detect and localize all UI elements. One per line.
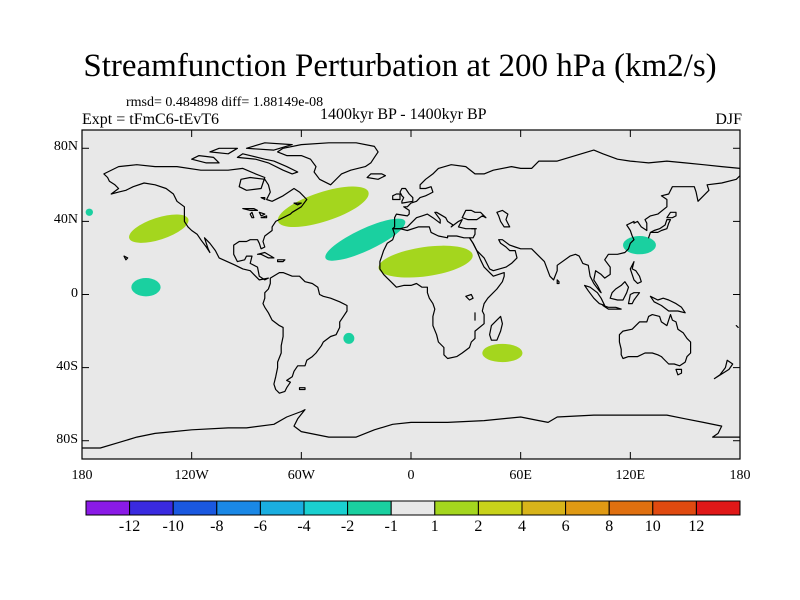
anomaly-layer: [85, 186, 656, 363]
north-america-coastline: [103, 164, 308, 281]
lon-label: 60E: [509, 468, 532, 483]
caspian-black-sea-coastline: [461, 209, 511, 228]
colorbar-label: -12: [118, 518, 141, 535]
colorbar-box: [565, 500, 610, 516]
tropical-pacific-negative-anomaly: [131, 278, 161, 297]
coastline-layer: [82, 142, 740, 449]
colorbar-label: 12: [688, 518, 705, 535]
colorbar-box: [477, 500, 523, 516]
lat-label: 80S: [56, 431, 78, 447]
colorbar-label: 10: [644, 518, 661, 535]
colorbar-label: -1: [384, 518, 398, 535]
south-america-coastline: [262, 272, 348, 394]
colorbar-label: -2: [340, 518, 355, 535]
colorbar-box: [303, 500, 349, 516]
colorbar-box: [347, 500, 392, 516]
colorbar-box: [608, 500, 654, 516]
south-pacific-negative-small-anomaly: [343, 332, 355, 344]
hudson-bay-islands: [260, 197, 302, 206]
axis-ticks: [81, 130, 741, 459]
lon-label: 0: [407, 468, 415, 483]
iceland-coastline: [366, 173, 386, 180]
lat-label: 0: [71, 285, 78, 301]
plot-title: Streamfunction Perturbation at 200 hPa (…: [83, 48, 717, 84]
colorbar-box: [85, 500, 131, 516]
great-lakes-coastline: [242, 208, 268, 219]
greenland-coastline: [277, 142, 379, 186]
period-label: 1400kyr BP - 1400kyr BP: [320, 106, 487, 123]
lat-label: 80N: [53, 139, 78, 155]
indonesia-coastline: [584, 261, 686, 314]
japan-coastline: [648, 211, 677, 239]
madagascar-coastline: [489, 315, 503, 341]
colorbar-box: [695, 500, 741, 516]
antarctica-coastline: [82, 409, 740, 449]
colorbar-label: -6: [253, 518, 268, 535]
colorbar-box: [259, 500, 305, 516]
colorbar-label: 6: [561, 518, 570, 535]
colorbar-box: [434, 500, 479, 516]
north-pacific-positive-anomaly: [129, 214, 189, 243]
colorbar-label: -8: [210, 518, 224, 535]
colorbar-label: 1: [430, 518, 439, 535]
north-africa-positive-anomaly: [378, 245, 473, 278]
africa-coastline: [379, 226, 505, 360]
colorbar-box: [129, 500, 174, 516]
season-label: DJF: [715, 111, 742, 128]
colorbar-box: [216, 500, 261, 516]
misc-islands-coastline: [123, 251, 739, 391]
subtropical-atlantic-negative-anomaly: [325, 218, 406, 261]
lat-label: 40N: [53, 212, 78, 228]
east-asia-negative-anomaly: [623, 236, 656, 255]
colorbar-label: 4: [518, 518, 526, 535]
colorbar-label: 2: [474, 518, 483, 535]
lat-label: 40S: [56, 358, 78, 374]
madagascar-positive-anomaly: [482, 343, 523, 363]
colorbar-boxes: [85, 500, 741, 516]
colorbar-label: 8: [605, 518, 614, 535]
north-atlantic-positive-anomaly: [277, 186, 369, 227]
australia-coastline: [618, 314, 692, 376]
canadian-archipelago-coastline: [191, 142, 299, 175]
colorbar-box: [652, 500, 697, 516]
lon-label: 120E: [615, 468, 646, 483]
lon-label: 60W: [287, 468, 315, 483]
colorbar-label: -4: [297, 518, 311, 535]
lon-label: 180: [71, 468, 93, 483]
lon-label: 120W: [174, 468, 209, 483]
colorbar-label: -10: [162, 518, 184, 535]
uk-coastline: [392, 187, 414, 204]
lon-label: 180: [729, 468, 751, 483]
experiment-label: Expt = tFmC6-tEvT6: [82, 111, 220, 128]
rmsd-diff-subtitle: rmsd= 0.484898 diff= 1.88149e-08: [126, 95, 324, 110]
colorbar-box: [521, 500, 567, 516]
colorbar-box: [172, 500, 218, 516]
colorbar-box: [390, 500, 436, 516]
east-pacific-negative-small-anomaly: [85, 208, 93, 216]
